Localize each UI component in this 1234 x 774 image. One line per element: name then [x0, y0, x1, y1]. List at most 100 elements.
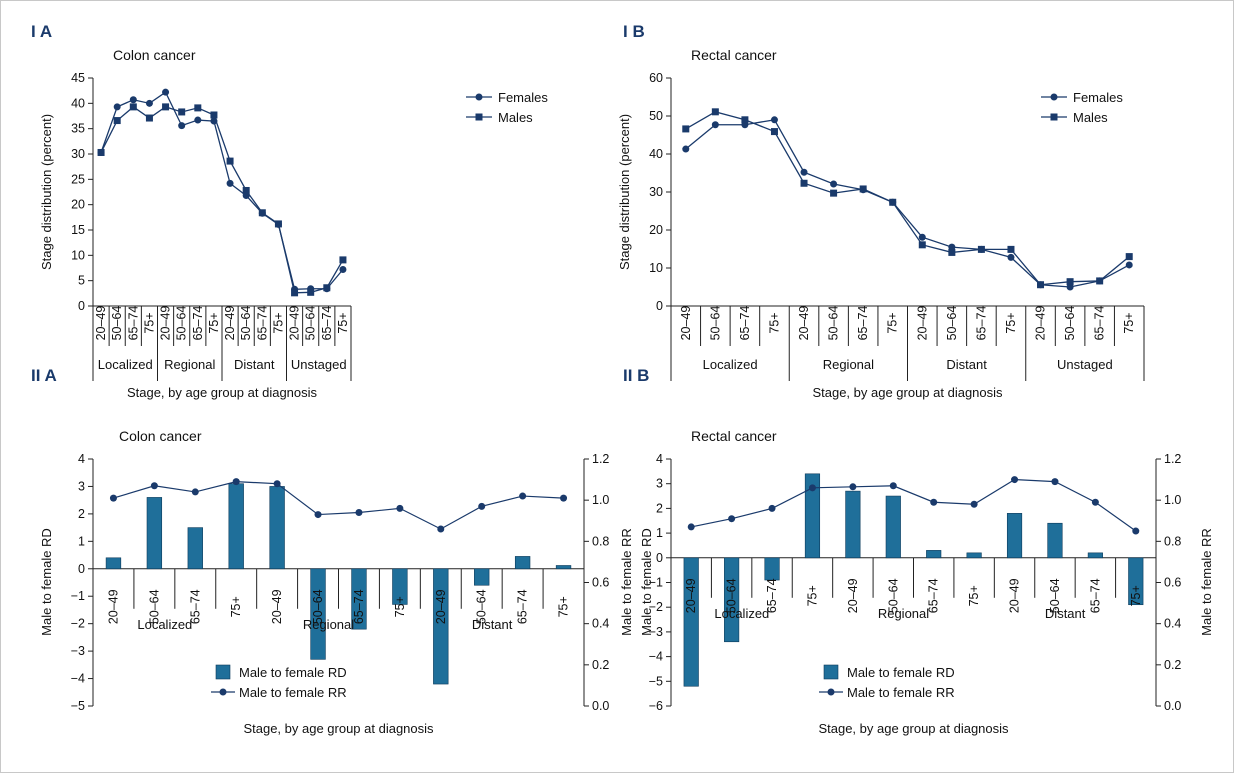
x-tick-label: 65–74 — [191, 306, 205, 341]
x-tick-label: 50–64 — [1048, 578, 1062, 613]
data-point — [889, 482, 897, 490]
y-tick-label: 15 — [71, 223, 85, 237]
legend-label: Male to female RD — [239, 665, 347, 680]
x-tick-label: 75+ — [207, 312, 221, 333]
chart-title: Rectal cancer — [691, 47, 777, 63]
data-point — [728, 515, 736, 523]
legend-marker — [219, 688, 227, 696]
x-tick-label: 65–74 — [927, 578, 941, 613]
data-point — [355, 509, 363, 517]
x-tick-label: 65–74 — [765, 578, 779, 613]
legend-label: Females — [1073, 90, 1123, 105]
x-tick-label: 75+ — [229, 596, 243, 617]
x-tick-label: 20–49 — [106, 589, 120, 624]
data-point — [1091, 498, 1099, 506]
y-tick-label: 2 — [656, 501, 663, 515]
data-point — [560, 494, 568, 502]
group-label: Unstaged — [1057, 357, 1113, 372]
data-point — [150, 482, 158, 490]
data-point — [1007, 253, 1015, 261]
data-point — [194, 104, 202, 112]
data-point — [800, 168, 808, 176]
bar — [1128, 557, 1144, 606]
x-tick-label: 65–74 — [1093, 306, 1107, 341]
data-point — [178, 122, 186, 130]
x-tick-label: 20–49 — [94, 306, 108, 341]
x-tick-label: 50–64 — [827, 306, 841, 341]
y-tick-label: 60 — [649, 71, 663, 85]
bar — [433, 568, 449, 685]
x-tick-label: 75+ — [1129, 585, 1143, 606]
x-tick-label: 75+ — [142, 312, 156, 333]
group-label: Localized — [98, 357, 153, 372]
x-tick-label: 20–49 — [1008, 578, 1022, 613]
data-point — [859, 185, 867, 193]
data-point — [1125, 261, 1133, 269]
y-tick-label: 25 — [71, 172, 85, 186]
y-tick-label: 5 — [78, 274, 85, 288]
data-point — [232, 478, 240, 486]
x-tick-label: 50–64 — [886, 578, 900, 613]
data-point — [1037, 281, 1045, 289]
y2-tick-label: 0.6 — [1164, 576, 1181, 590]
x-tick-label: 20–49 — [846, 578, 860, 613]
y2-axis-label: Male to female RR — [1199, 528, 1214, 636]
group-label: Localized — [714, 606, 769, 621]
series-line — [100, 106, 344, 294]
series-males — [682, 108, 1133, 289]
group-label: Regional — [823, 357, 874, 372]
panel-label: II A — [31, 366, 57, 385]
y-tick-label: 4 — [656, 452, 663, 466]
data-point — [519, 492, 527, 500]
bar — [514, 556, 531, 570]
x-tick-label: 20–49 — [684, 578, 698, 613]
y2-tick-label: 0.4 — [1164, 617, 1181, 631]
x-tick-label: 20–49 — [679, 306, 693, 341]
bar — [351, 568, 367, 630]
bar — [724, 557, 740, 643]
data-point — [478, 502, 486, 510]
legend-label: Males — [1073, 110, 1108, 125]
legend-label: Male to female RR — [847, 685, 955, 700]
x-tick-label: 20–49 — [1034, 306, 1048, 341]
y-tick-label: −4 — [649, 650, 663, 664]
y-tick-label: −1 — [649, 576, 663, 590]
chart-panel-iia: II A Colon cancer Male to female RD Stage, … — [31, 366, 634, 736]
x-tick-label: 50–64 — [147, 589, 161, 624]
x-axis-label: Stage, by age group at diagnosis — [818, 721, 1009, 736]
data-point — [210, 111, 218, 119]
chart-panel-iib: II B Rectal cancer Male to female RD Stage,… — [623, 366, 1214, 736]
data-point — [1011, 476, 1019, 484]
data-point — [437, 525, 445, 533]
x-tick-label: 75+ — [967, 585, 981, 606]
data-point — [226, 157, 234, 165]
series-line — [691, 478, 1137, 532]
data-point — [242, 186, 250, 194]
data-point — [129, 96, 137, 104]
data-point — [113, 103, 121, 111]
data-point — [977, 245, 985, 253]
y-tick-label: −5 — [71, 699, 85, 713]
data-point — [1066, 283, 1074, 291]
y-tick-label: 1 — [78, 534, 85, 548]
y2-tick-label: 0.0 — [1164, 699, 1181, 713]
x-tick-label: 65–74 — [516, 589, 530, 624]
x-tick-label: 50–64 — [239, 306, 253, 341]
y-tick-label: 20 — [71, 198, 85, 212]
data-point — [314, 511, 322, 519]
data-point — [145, 99, 153, 107]
y-tick-label: 4 — [78, 452, 85, 466]
data-point — [711, 108, 719, 116]
data-point — [970, 500, 978, 508]
y-tick-label: 0 — [656, 299, 663, 313]
group-label: Localized — [703, 357, 758, 372]
y2-axis-label: Male to female RR — [619, 528, 634, 636]
y-tick-label: 40 — [649, 147, 663, 161]
data-point — [830, 180, 838, 188]
x-tick-label: 65–74 — [126, 306, 140, 341]
data-point — [258, 209, 266, 217]
bar — [1006, 513, 1023, 559]
y2-tick-label: 0.0 — [592, 699, 609, 713]
bar — [683, 557, 699, 687]
